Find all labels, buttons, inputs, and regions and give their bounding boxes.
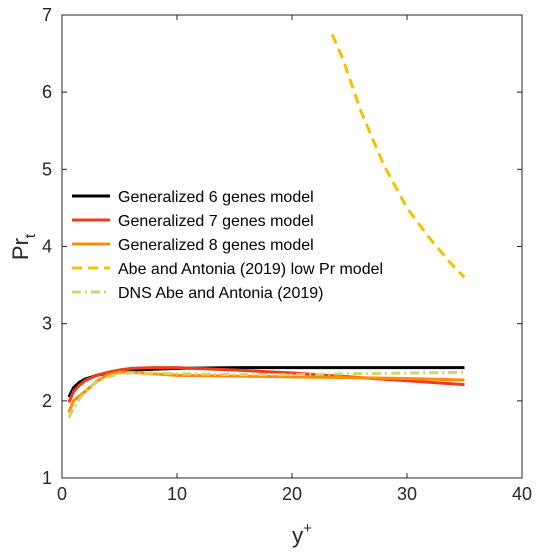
x-tick-label: 20 [282,484,302,504]
series-layer [67,33,466,419]
x-tick-label: 30 [397,484,417,504]
legend-label-2: Generalized 7 genes model [118,213,314,230]
x-axis-label: y+ [292,520,312,548]
y-tick-label: 3 [42,314,52,334]
legend-label-5: DNS Abe and Antonia (2019) [118,285,323,302]
legend-label-4: Abe and Antonia (2019) low Pr model [118,261,383,278]
x-axis-label-base: y [292,523,303,548]
x-tick-label: 0 [57,484,67,504]
series-line-4 [330,33,466,279]
y-tick-label: 5 [42,159,52,179]
x-axis-label-superscript: + [303,520,312,537]
y-tick-label: 4 [42,237,52,257]
y-axis-label-base: Pr [8,238,33,260]
ticks-layer: 0 10 20 30 40 1 2 3 4 5 6 7 [42,5,532,504]
legend-label-3: Generalized 8 genes model [118,237,314,254]
series-line-1 [67,366,465,398]
y-axis-label-subscript: t [22,233,39,238]
y-tick-label: 2 [42,391,52,411]
legend: Generalized 6 genes model Generalized 7 g… [72,189,383,302]
y-axis-label: Prt [8,233,39,260]
x-tick-label: 40 [512,484,532,504]
x-tick-label: 10 [167,484,187,504]
series-line-5 [67,370,465,419]
y-tick-label: 6 [42,82,52,102]
legend-label-1: Generalized 6 genes model [118,189,314,206]
y-tick-label: 7 [42,5,52,25]
series-line-2 [67,366,465,403]
y-tick-label: 1 [42,468,52,488]
